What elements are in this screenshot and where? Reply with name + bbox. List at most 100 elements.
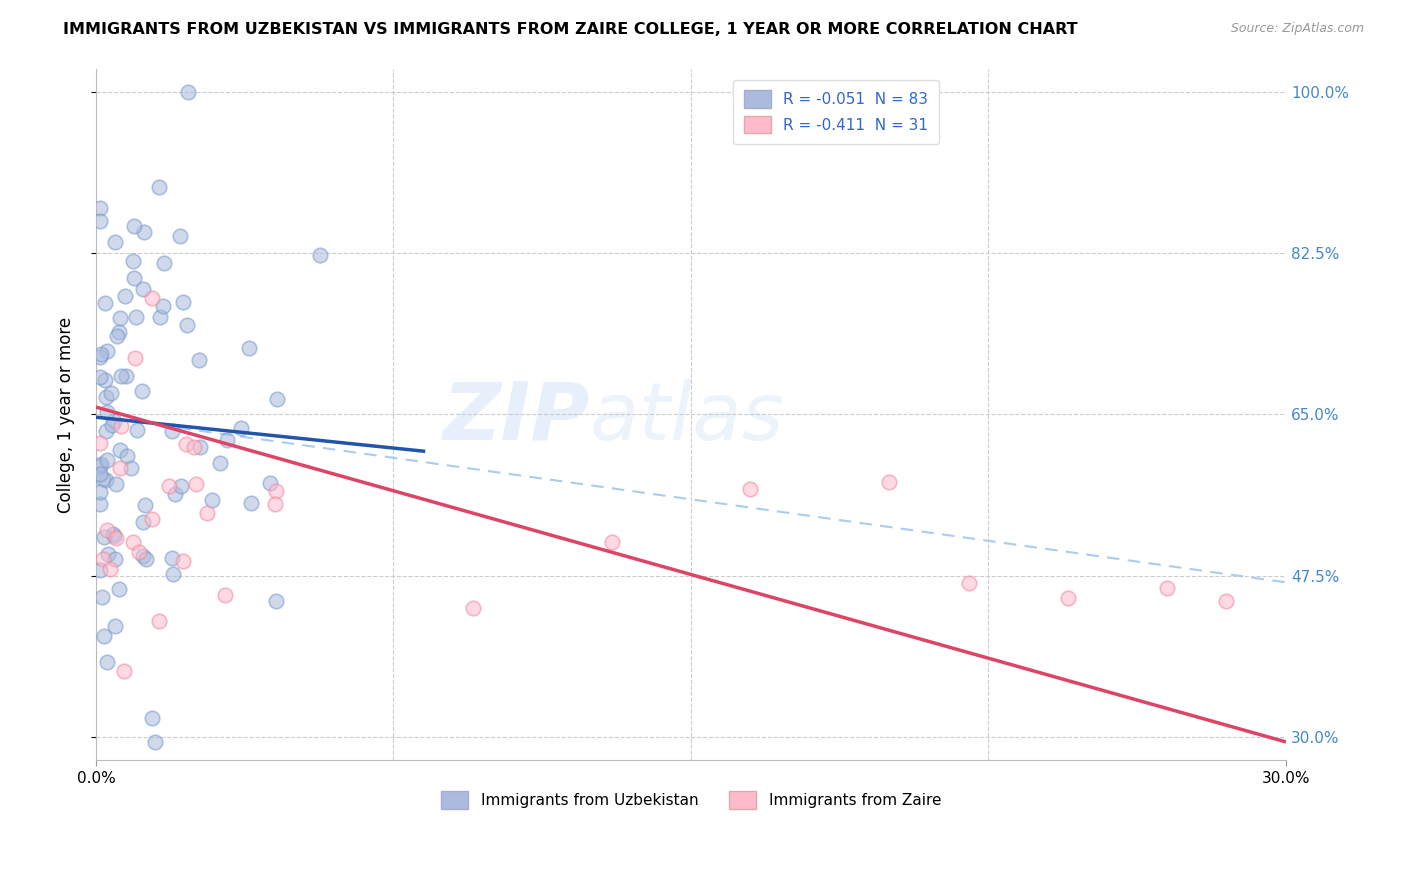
Point <box>183 440 205 454</box>
Text: atlas: atlas <box>591 379 785 457</box>
Point <box>162 567 184 582</box>
Point <box>201 492 224 507</box>
Point <box>89 435 111 450</box>
Point <box>461 601 484 615</box>
Point <box>1056 591 1078 605</box>
Legend: Immigrants from Uzbekistan, Immigrants from Zaire: Immigrants from Uzbekistan, Immigrants f… <box>434 785 948 815</box>
Point <box>187 352 209 367</box>
Point <box>96 473 118 487</box>
Point <box>94 391 117 405</box>
Point <box>101 417 124 432</box>
Point <box>89 497 111 511</box>
Point <box>108 311 131 326</box>
Point <box>259 476 281 491</box>
Point <box>120 460 142 475</box>
Point <box>125 423 148 437</box>
Point <box>97 547 120 561</box>
Point <box>96 425 118 439</box>
Point <box>134 225 156 239</box>
Point <box>93 629 115 643</box>
Point <box>229 421 252 435</box>
Point <box>124 271 146 285</box>
Point <box>141 711 163 725</box>
Point <box>135 552 157 566</box>
Point <box>176 318 198 332</box>
Point <box>879 475 901 489</box>
Point <box>132 549 155 564</box>
Point <box>124 351 146 365</box>
Point <box>172 554 194 568</box>
Point <box>600 535 623 549</box>
Point <box>308 248 330 262</box>
Point <box>184 477 207 491</box>
Point <box>264 483 287 498</box>
Point <box>131 384 153 399</box>
Point <box>110 418 132 433</box>
Point <box>107 582 129 596</box>
Point <box>132 515 155 529</box>
Text: ZIP: ZIP <box>443 379 591 457</box>
Point <box>104 532 127 546</box>
Point <box>238 341 260 355</box>
Point <box>141 512 163 526</box>
Point <box>104 235 127 249</box>
Point <box>89 485 111 500</box>
Point <box>108 461 131 475</box>
Point <box>98 562 121 576</box>
Point <box>160 424 183 438</box>
Point <box>148 614 170 628</box>
Point <box>89 201 111 215</box>
Y-axis label: College, 1 year or more: College, 1 year or more <box>58 317 75 513</box>
Point <box>112 665 135 679</box>
Point <box>89 467 111 481</box>
Point <box>152 299 174 313</box>
Point <box>128 544 150 558</box>
Point <box>96 405 118 419</box>
Point <box>105 477 128 491</box>
Point <box>91 472 114 486</box>
Point <box>145 735 167 749</box>
Point <box>122 219 145 234</box>
Point <box>162 551 184 566</box>
Point <box>174 437 197 451</box>
Point <box>89 563 111 577</box>
Point <box>96 523 118 537</box>
Point <box>94 373 117 387</box>
Point <box>96 452 118 467</box>
Point <box>110 369 132 384</box>
Point <box>115 369 138 384</box>
Point <box>148 310 170 324</box>
Point <box>108 443 131 458</box>
Point <box>101 527 124 541</box>
Point <box>177 85 200 99</box>
Point <box>94 296 117 310</box>
Point <box>96 655 118 669</box>
Point <box>103 529 125 543</box>
Point <box>208 456 231 470</box>
Point <box>105 328 128 343</box>
Point <box>125 310 148 324</box>
Point <box>263 498 285 512</box>
Point <box>957 575 980 590</box>
Point <box>96 344 118 359</box>
Point <box>172 295 194 310</box>
Point <box>188 440 211 454</box>
Point <box>104 619 127 633</box>
Point <box>153 255 176 269</box>
Point <box>90 346 112 360</box>
Point <box>89 458 111 473</box>
Point <box>122 254 145 268</box>
Point <box>114 289 136 303</box>
Point <box>217 433 239 447</box>
Point <box>1215 594 1237 608</box>
Point <box>264 593 287 607</box>
Point <box>89 214 111 228</box>
Point <box>214 589 236 603</box>
Point <box>195 506 218 520</box>
Point <box>134 498 156 512</box>
Point <box>117 449 139 463</box>
Point <box>90 457 112 471</box>
Point <box>93 530 115 544</box>
Point <box>165 486 187 500</box>
Point <box>148 179 170 194</box>
